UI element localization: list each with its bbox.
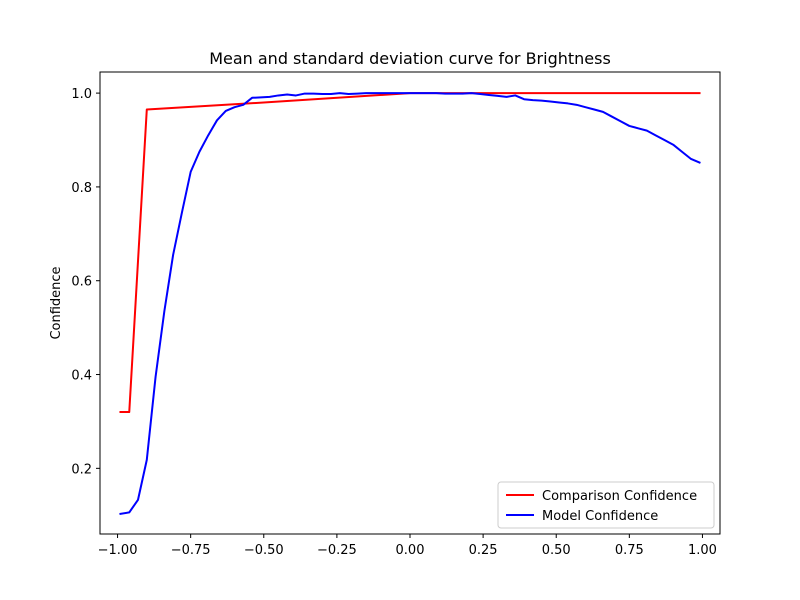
legend: Comparison Confidence Model Confidence bbox=[497, 481, 715, 529]
x-tick-label: −0.75 bbox=[171, 543, 211, 558]
y-tick-label: 0.6 bbox=[71, 275, 92, 290]
x-tick-label: −0.25 bbox=[317, 543, 357, 558]
legend-label: Model Confidence bbox=[542, 509, 658, 524]
plot-area bbox=[119, 92, 701, 515]
x-tick-label: 0.00 bbox=[396, 543, 425, 558]
series-line-model-confidence bbox=[119, 92, 701, 515]
chart-title: Mean and standard deviation curve for Br… bbox=[209, 49, 611, 68]
y-axis: 0.2 0.4 0.6 0.8 1.0 bbox=[71, 87, 100, 477]
y-tick-label: 0.8 bbox=[71, 181, 92, 196]
x-tick-label: −1.00 bbox=[98, 543, 138, 558]
y-tick-label: 0.4 bbox=[71, 369, 92, 384]
x-tick-label: 1.00 bbox=[688, 543, 717, 558]
y-tick-label: 0.2 bbox=[71, 462, 92, 477]
x-tick-label: 0.25 bbox=[469, 543, 498, 558]
y-axis-label: Confidence bbox=[49, 266, 64, 339]
x-tick-label: −0.50 bbox=[244, 543, 284, 558]
y-tick-label: 1.0 bbox=[71, 87, 92, 102]
legend-label: Comparison Confidence bbox=[542, 489, 697, 504]
legend-box bbox=[497, 481, 715, 529]
x-tick-label: 0.75 bbox=[615, 543, 644, 558]
x-axis: −1.00 −0.75 −0.50 −0.25 0.00 0.25 0.50 0.75 1.00 bbox=[98, 534, 717, 558]
series-line-comparison-confidence bbox=[119, 92, 701, 414]
x-tick-label: 0.50 bbox=[542, 543, 571, 558]
